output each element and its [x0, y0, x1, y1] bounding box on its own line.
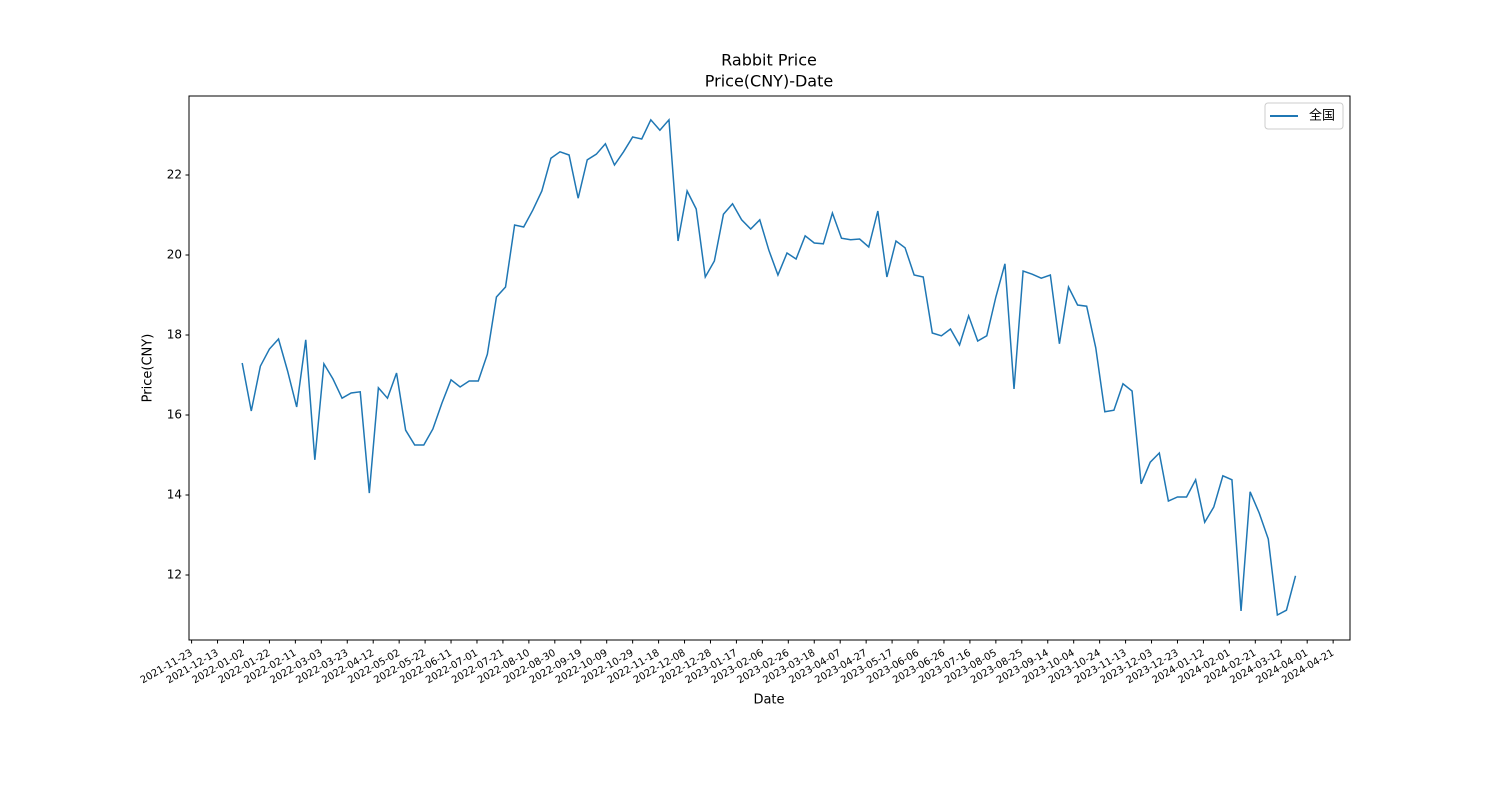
- y-tick-label: 18: [167, 328, 182, 342]
- y-tick-label: 12: [167, 568, 182, 582]
- x-axis-label: Date: [753, 693, 784, 708]
- plot-frame: [188, 95, 1351, 641]
- chart-title: Rabbit Price: [721, 51, 817, 70]
- y-tick-label: 16: [167, 408, 182, 422]
- y-tick-label: 20: [167, 248, 182, 262]
- legend-box: [1264, 102, 1344, 130]
- price-line: [241, 117, 1297, 617]
- y-axis-label: Price(CNY): [141, 334, 156, 403]
- chart-subtitle: Price(CNY)-Date: [705, 72, 833, 91]
- y-tick-label: 22: [167, 168, 182, 182]
- legend: 全国: [1264, 102, 1344, 130]
- legend-label: 全国: [1309, 108, 1335, 124]
- y-tick-label: 14: [167, 488, 182, 502]
